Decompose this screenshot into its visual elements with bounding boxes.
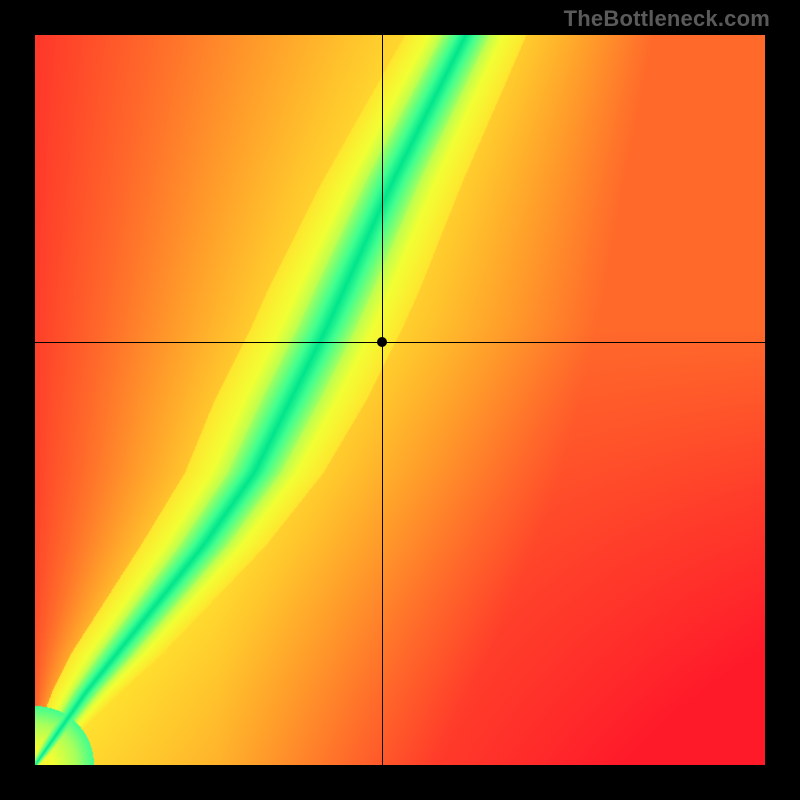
plot-area bbox=[35, 35, 765, 765]
crosshair-horizontal bbox=[35, 342, 765, 343]
watermark-text: TheBottleneck.com bbox=[564, 6, 770, 32]
crosshair-vertical bbox=[382, 35, 383, 765]
heatmap-canvas bbox=[35, 35, 765, 765]
chart-container: TheBottleneck.com bbox=[0, 0, 800, 800]
crosshair-dot bbox=[377, 337, 387, 347]
